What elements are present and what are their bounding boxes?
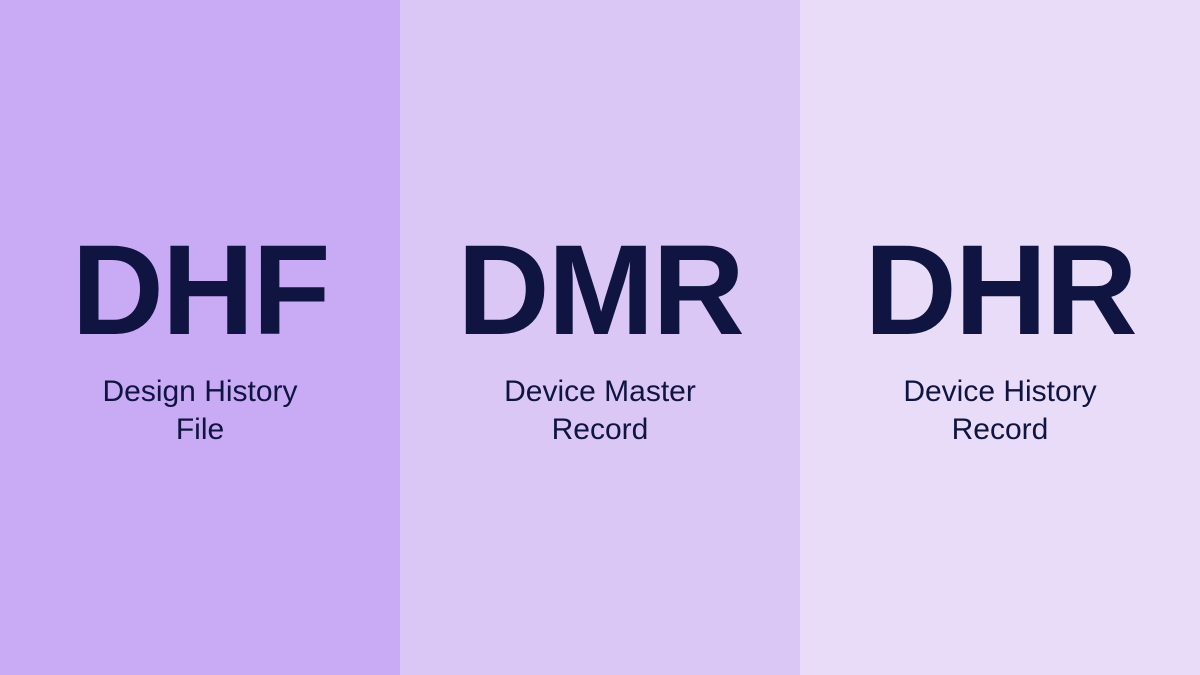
desc-dmr: Device Master Record (504, 373, 696, 448)
panel-dhf: DHF Design History File (0, 0, 400, 675)
abbr-dmr: DMR (457, 227, 743, 355)
panel-dhr: DHR Device History Record (800, 0, 1200, 675)
desc-dhr: Device History Record (903, 373, 1096, 448)
desc-dhf: Design History File (102, 373, 297, 448)
abbr-dhf: DHF (71, 227, 328, 355)
abbr-dhr: DHR (864, 227, 1135, 355)
panel-dmr: DMR Device Master Record (400, 0, 800, 675)
